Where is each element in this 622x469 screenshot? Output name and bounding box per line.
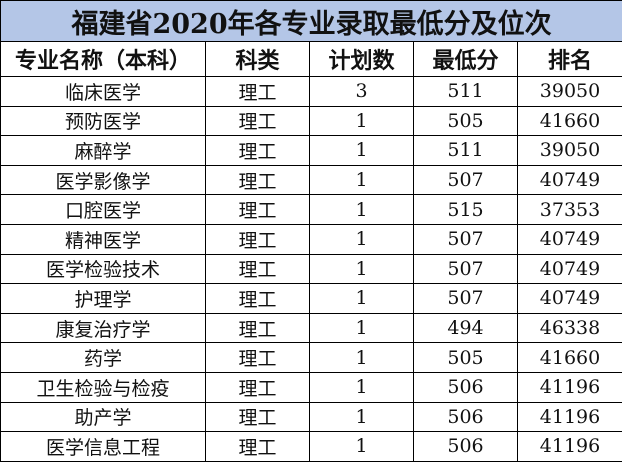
- category-cell: 理工: [205, 194, 310, 225]
- rank-cell: 41196: [516, 431, 622, 462]
- min-score-cell: 507: [413, 223, 518, 255]
- rank-cell: 46338: [516, 312, 622, 344]
- plan-count-cell: 1: [309, 283, 414, 314]
- major-cell: 临床医学: [0, 76, 206, 107]
- header-plan-count: 计划数: [309, 41, 414, 77]
- rank-cell: 37353: [516, 194, 622, 225]
- table-row: 口腔医学 理工 1 515 37353: [0, 194, 622, 225]
- plan-count-cell: 3: [309, 76, 414, 107]
- category-cell: 理工: [205, 371, 310, 403]
- major-cell: 医学检验技术: [0, 253, 206, 285]
- table-row: 临床医学 理工 3 511 39050: [0, 76, 622, 107]
- rank-cell: 40749: [516, 283, 622, 314]
- table-row: 精神医学 理工 1 507 40749: [0, 223, 622, 255]
- category-cell: 理工: [205, 253, 310, 285]
- table-row: 护理学 理工 1 507 40749: [0, 283, 622, 314]
- min-score-cell: 505: [413, 342, 518, 373]
- min-score-cell: 511: [413, 135, 518, 166]
- min-score-cell: 507: [413, 253, 518, 285]
- min-score-cell: 505: [413, 105, 518, 137]
- plan-count-cell: 1: [309, 401, 414, 433]
- plan-count-cell: 1: [309, 135, 414, 166]
- table-title: 福建省2020年各专业录取最低分及位次: [0, 0, 622, 42]
- plan-count-cell: 1: [309, 253, 414, 285]
- plan-count-cell: 1: [309, 431, 414, 462]
- rank-cell: 40749: [516, 164, 622, 196]
- major-cell: 精神医学: [0, 223, 206, 255]
- title-row: 福建省2020年各专业录取最低分及位次: [0, 0, 622, 42]
- category-cell: 理工: [205, 312, 310, 344]
- plan-count-cell: 1: [309, 194, 414, 225]
- plan-count-cell: 1: [309, 342, 414, 373]
- rank-cell: 39050: [516, 135, 622, 166]
- major-cell: 药学: [0, 342, 206, 373]
- plan-count-cell: 1: [309, 164, 414, 196]
- table-row: 康复治疗学 理工 1 494 46338: [0, 312, 622, 344]
- rank-cell: 41196: [516, 371, 622, 403]
- plan-count-cell: 1: [309, 312, 414, 344]
- table-row: 医学信息工程 理工 1 506 41196: [0, 431, 622, 462]
- header-min-score: 最低分: [413, 41, 518, 77]
- rank-cell: 40749: [516, 223, 622, 255]
- major-cell: 预防医学: [0, 105, 206, 137]
- min-score-cell: 507: [413, 283, 518, 314]
- min-score-cell: 506: [413, 401, 518, 433]
- plan-count-cell: 1: [309, 105, 414, 137]
- major-cell: 护理学: [0, 283, 206, 314]
- category-cell: 理工: [205, 105, 310, 137]
- min-score-cell: 506: [413, 431, 518, 462]
- min-score-cell: 506: [413, 371, 518, 403]
- category-cell: 理工: [205, 135, 310, 166]
- category-cell: 理工: [205, 223, 310, 255]
- table-row: 预防医学 理工 1 505 41660: [0, 105, 622, 137]
- major-cell: 口腔医学: [0, 194, 206, 225]
- category-cell: 理工: [205, 283, 310, 314]
- rank-cell: 39050: [516, 76, 622, 107]
- min-score-cell: 507: [413, 164, 518, 196]
- min-score-cell: 511: [413, 76, 518, 107]
- rank-cell: 41660: [516, 105, 622, 137]
- major-cell: 医学信息工程: [0, 431, 206, 462]
- table-row: 麻醉学 理工 1 511 39050: [0, 135, 622, 166]
- header-category: 科类: [205, 41, 310, 77]
- table-row: 医学影像学 理工 1 507 40749: [0, 164, 622, 196]
- major-cell: 卫生检验与检疫: [0, 371, 206, 403]
- plan-count-cell: 1: [309, 223, 414, 255]
- category-cell: 理工: [205, 431, 310, 462]
- major-cell: 医学影像学: [0, 164, 206, 196]
- major-cell: 助产学: [0, 401, 206, 433]
- category-cell: 理工: [205, 76, 310, 107]
- rank-cell: 41196: [516, 401, 622, 433]
- table-row: 药学 理工 1 505 41660: [0, 342, 622, 373]
- header-row: 专业名称（本科） 科类 计划数 最低分 排名: [0, 41, 622, 77]
- category-cell: 理工: [205, 401, 310, 433]
- min-score-cell: 494: [413, 312, 518, 344]
- rank-cell: 40749: [516, 253, 622, 285]
- table-row: 医学检验技术 理工 1 507 40749: [0, 253, 622, 285]
- category-cell: 理工: [205, 342, 310, 373]
- min-score-cell: 515: [413, 194, 518, 225]
- header-rank: 排名: [516, 41, 622, 77]
- rank-cell: 41660: [516, 342, 622, 373]
- major-cell: 麻醉学: [0, 135, 206, 166]
- header-major: 专业名称（本科）: [0, 41, 206, 77]
- category-cell: 理工: [205, 164, 310, 196]
- plan-count-cell: 1: [309, 371, 414, 403]
- table-row: 卫生检验与检疫 理工 1 506 41196: [0, 371, 622, 403]
- table-row: 助产学 理工 1 506 41196: [0, 401, 622, 433]
- major-cell: 康复治疗学: [0, 312, 206, 344]
